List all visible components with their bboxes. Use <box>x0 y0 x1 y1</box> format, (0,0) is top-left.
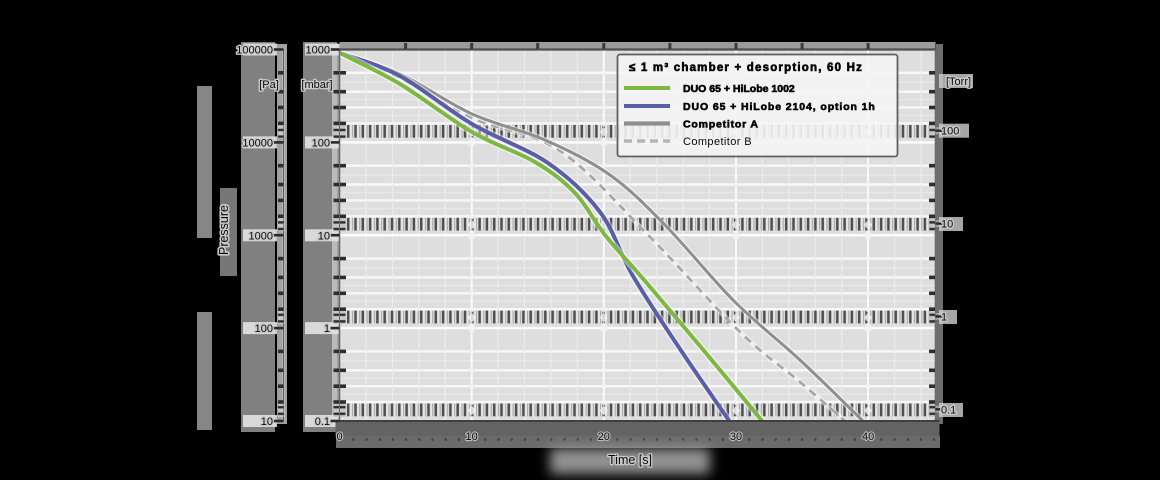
svg-text:0.1: 0.1 <box>941 404 956 416</box>
svg-text:10: 10 <box>941 219 953 231</box>
svg-text:[Pa]: [Pa] <box>259 79 279 91</box>
svg-text:Pressure: Pressure <box>217 205 231 255</box>
svg-text:1: 1 <box>941 311 947 323</box>
svg-text:Competitor B: Competitor B <box>683 136 752 148</box>
svg-text:0.1: 0.1 <box>315 416 330 428</box>
svg-text:10: 10 <box>466 431 478 443</box>
svg-text:1: 1 <box>324 323 330 335</box>
svg-text:40: 40 <box>862 431 874 443</box>
svg-text:0: 0 <box>336 431 342 443</box>
svg-text:10: 10 <box>261 416 273 428</box>
svg-text:10000: 10000 <box>242 137 273 149</box>
svg-text:10: 10 <box>318 230 330 242</box>
svg-text:100: 100 <box>255 323 273 335</box>
svg-text:20: 20 <box>598 431 610 443</box>
svg-text:100: 100 <box>941 126 959 138</box>
svg-text:DUO 65 + HiLobe 1002: DUO 65 + HiLobe 1002 <box>683 83 795 95</box>
svg-text:30: 30 <box>730 431 742 443</box>
svg-text:100: 100 <box>312 137 330 149</box>
svg-text:1000: 1000 <box>306 45 330 57</box>
svg-text:Time [s]: Time [s] <box>608 453 652 467</box>
svg-text:[Torr]: [Torr] <box>946 76 971 88</box>
svg-text:1000: 1000 <box>249 230 273 242</box>
svg-text:[mbar]: [mbar] <box>301 79 332 91</box>
svg-text:≤ 1 m³ chamber + desorption, 6: ≤ 1 m³ chamber + desorption, 60 Hz <box>629 62 863 74</box>
svg-text:Competitor A: Competitor A <box>683 119 759 131</box>
svg-text:DUO 65 + HiLobe 2104, option 1: DUO 65 + HiLobe 2104, option 1h <box>683 101 876 113</box>
svg-text:100000: 100000 <box>236 45 273 57</box>
